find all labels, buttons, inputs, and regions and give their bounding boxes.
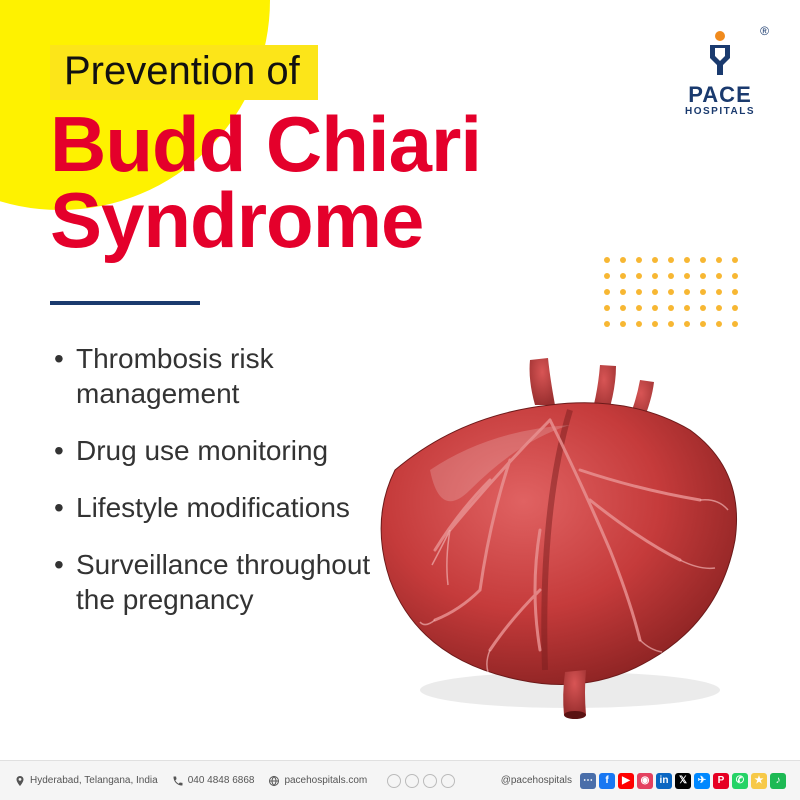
logo-sub-text: HOSPITALS: [685, 106, 755, 117]
dot: [604, 321, 610, 327]
dot: [668, 305, 674, 311]
dot: [636, 289, 642, 295]
prevention-list: Thrombosis risk management Drug use monit…: [50, 341, 380, 639]
dot: [652, 305, 658, 311]
dot: [668, 257, 674, 263]
social-icon[interactable]: in: [656, 773, 672, 789]
dot: [684, 289, 690, 295]
footer-location: Hyderabad, Telangana, India: [14, 775, 158, 787]
social-icon[interactable]: ◉: [637, 773, 653, 789]
registered-mark: ®: [760, 24, 769, 38]
dot: [604, 289, 610, 295]
dot: [636, 305, 642, 311]
dot: [684, 305, 690, 311]
dot: [700, 305, 706, 311]
social-icon[interactable]: f: [599, 773, 615, 789]
phone-icon: [172, 775, 184, 787]
dot: [700, 273, 706, 279]
main-container: ® PACE HOSPITALS Prevention of Budd Chia…: [0, 0, 800, 760]
decorative-dot-grid: [602, 255, 740, 329]
dot: [604, 257, 610, 263]
dot: [732, 289, 738, 295]
dot: [684, 273, 690, 279]
dot: [620, 305, 626, 311]
accreditation-badge-icon: [405, 774, 419, 788]
social-icon[interactable]: ♪: [770, 773, 786, 789]
section-divider: [50, 301, 200, 305]
dot: [700, 289, 706, 295]
dot: [716, 273, 722, 279]
dot: [652, 289, 658, 295]
globe-icon: [268, 775, 280, 787]
footer-phone: 040 4848 6868: [172, 775, 255, 787]
dot: [716, 321, 722, 327]
prevention-item: Thrombosis risk management: [50, 341, 380, 411]
dot: [668, 273, 674, 279]
dot: [700, 321, 706, 327]
social-icon[interactable]: ⋯: [580, 773, 596, 789]
dot: [620, 273, 626, 279]
prevention-item: Lifestyle modifications: [50, 490, 380, 525]
pretitle-label: Prevention of: [50, 45, 318, 100]
dot: [700, 257, 706, 263]
dot: [732, 273, 738, 279]
dot: [716, 257, 722, 263]
dot: [732, 321, 738, 327]
footer-bar: Hyderabad, Telangana, India 040 4848 686…: [0, 760, 800, 800]
dot: [668, 321, 674, 327]
dot: [620, 321, 626, 327]
dot: [684, 257, 690, 263]
accreditation-badge-icon: [441, 774, 455, 788]
social-handle: @pacehospitals: [501, 775, 572, 786]
dot: [732, 305, 738, 311]
dot: [636, 273, 642, 279]
social-icon[interactable]: ✆: [732, 773, 748, 789]
accreditation-badge-icon: [387, 774, 401, 788]
dot: [684, 321, 690, 327]
website-text: pacehospitals.com: [284, 775, 367, 786]
dot: [636, 257, 642, 263]
social-icon[interactable]: ★: [751, 773, 767, 789]
dot: [604, 273, 610, 279]
logo-mark-icon: [695, 30, 745, 80]
location-pin-icon: [14, 775, 26, 787]
liver-illustration: [340, 350, 760, 720]
title-line-1: Budd Chiari: [50, 106, 750, 182]
brand-logo: ® PACE HOSPITALS: [685, 30, 755, 117]
social-icon[interactable]: ▶: [618, 773, 634, 789]
dot: [652, 321, 658, 327]
social-icon[interactable]: P: [713, 773, 729, 789]
accreditation-badges: [387, 774, 455, 788]
dot: [668, 289, 674, 295]
main-title: Budd Chiari Syndrome: [50, 106, 750, 259]
prevention-item: Drug use monitoring: [50, 433, 380, 468]
dot: [636, 321, 642, 327]
logo-brand-text: PACE: [685, 84, 755, 106]
dot: [652, 257, 658, 263]
dot: [620, 289, 626, 295]
social-icon[interactable]: ✈: [694, 773, 710, 789]
location-text: Hyderabad, Telangana, India: [30, 775, 158, 786]
dot: [604, 305, 610, 311]
social-icons: ⋯f▶◉in𝕏✈P✆★♪: [580, 773, 786, 789]
dot: [652, 273, 658, 279]
prevention-item: Surveillance throughout the pregnancy: [50, 547, 380, 617]
social-icon[interactable]: 𝕏: [675, 773, 691, 789]
footer-website: pacehospitals.com: [268, 775, 367, 787]
dot: [620, 257, 626, 263]
phone-text: 040 4848 6868: [188, 775, 255, 786]
dot: [732, 257, 738, 263]
dot: [716, 305, 722, 311]
dot: [716, 289, 722, 295]
accreditation-badge-icon: [423, 774, 437, 788]
title-line-2: Syndrome: [50, 182, 750, 258]
